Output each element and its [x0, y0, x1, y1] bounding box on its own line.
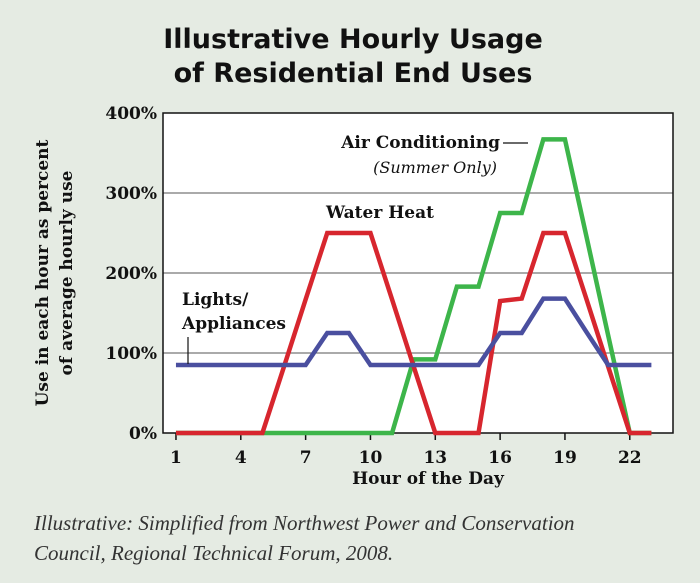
x-axis-label: Hour of the Day	[352, 469, 505, 489]
series-line	[175, 296, 652, 368]
x-tick-label: 16	[488, 448, 512, 468]
chart-title: of Residential End Uses	[174, 58, 533, 89]
y-tick-label: 400%	[105, 104, 157, 124]
source-note: Illustrative: Simplified from Northwest …	[33, 511, 575, 535]
x-tick-label: 13	[423, 448, 447, 468]
y-axis-label: of average hourly use	[57, 170, 77, 375]
series-label: Lights/ Appliances	[181, 290, 286, 334]
series-label-line: Appliances	[181, 314, 286, 334]
x-tick-label: 4	[235, 448, 247, 468]
series-label: Air Conditioning	[340, 133, 500, 153]
x-tick-label: 19	[553, 448, 577, 468]
chart-title: Illustrative Hourly Usage	[163, 24, 543, 55]
y-tick-label: 0%	[129, 424, 157, 444]
plot-frame	[162, 112, 674, 434]
series-note: (Summer Only)	[373, 158, 497, 177]
x-tick-label: 10	[359, 448, 383, 468]
x-tick-label: 22	[618, 448, 642, 468]
x-tick-label: 1	[170, 448, 182, 468]
y-tick-label: 300%	[105, 184, 157, 204]
x-tick-label: 7	[300, 448, 312, 468]
series-label: Water Heat	[325, 203, 434, 223]
y-tick-label: 100%	[105, 344, 157, 364]
y-tick-label: 200%	[105, 264, 157, 284]
y-axis-label: Use in each hour as percent	[33, 139, 53, 406]
source-note: Council, Regional Technical Forum, 2008.	[34, 541, 393, 565]
series-label-line: Lights/	[182, 290, 254, 310]
